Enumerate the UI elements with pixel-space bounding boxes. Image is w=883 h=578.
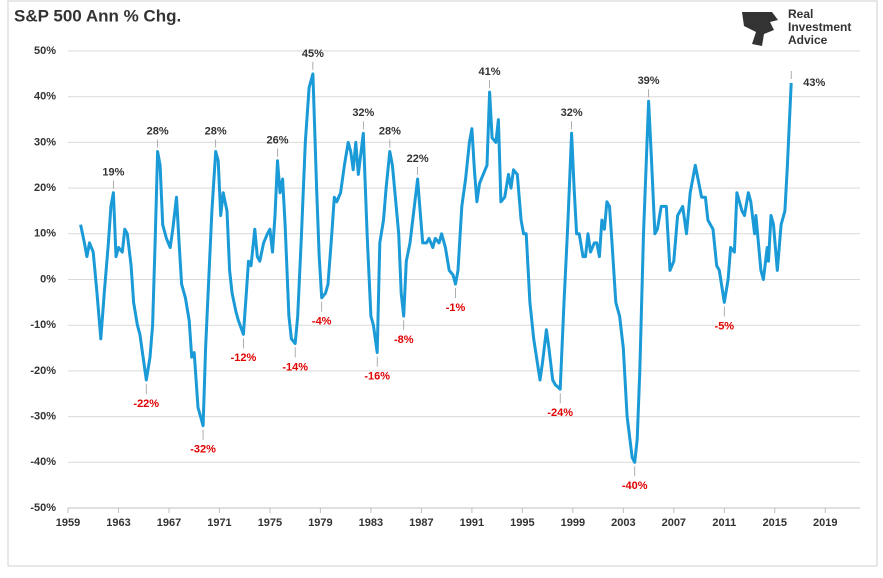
x-tick-label: 2011 [712, 517, 736, 529]
x-tick-label: 1967 [157, 517, 181, 529]
x-tick-label: 2019 [813, 517, 837, 529]
logo-text: Advice [788, 33, 828, 47]
data-line [79, 72, 793, 464]
x-tick-label: 1995 [510, 517, 534, 529]
logo-text: Real [788, 7, 813, 21]
annotation-label: 28% [379, 125, 401, 137]
logo-text: Investment [788, 20, 851, 34]
annotation-label: -14% [282, 361, 308, 373]
x-tick-label: 1975 [258, 517, 282, 529]
x-tick-label: 2015 [763, 517, 787, 529]
y-tick-label: 0% [40, 273, 56, 285]
x-tick-label: 1971 [207, 517, 231, 529]
annotation-label: -1% [446, 302, 466, 314]
annotation-label: 26% [267, 135, 289, 147]
annotation-label: 43% [803, 77, 825, 89]
annotation-label: 28% [205, 125, 227, 137]
annotation-label: 19% [102, 167, 124, 179]
x-tick-label: 1963 [106, 517, 130, 529]
y-tick-label: -30% [30, 411, 56, 423]
x-tick-label: 1983 [359, 517, 383, 529]
annotation-label: -5% [715, 320, 735, 332]
annotation-label: -24% [547, 407, 573, 419]
annotation-label: -40% [622, 480, 648, 492]
annotation-label: 32% [561, 107, 583, 119]
x-tick-label: 2007 [662, 517, 686, 529]
x-tick-label: 1987 [409, 517, 433, 529]
y-tick-label: 20% [34, 182, 56, 194]
annotation-label: -16% [364, 371, 390, 383]
y-tick-label: 10% [34, 228, 56, 240]
annotation-label: -4% [312, 316, 332, 328]
x-tick-label: 1999 [561, 517, 585, 529]
annotation-label: 39% [638, 75, 660, 87]
annotation-label: -22% [133, 398, 159, 410]
annotation-label: -12% [231, 352, 257, 364]
annotation-label: 41% [479, 66, 501, 78]
y-tick-label: -10% [30, 319, 56, 331]
x-tick-label: 1991 [460, 517, 484, 529]
logo: Real Investment Advice [742, 7, 851, 47]
annotation-label: -32% [190, 444, 216, 456]
y-tick-label: 50% [34, 45, 56, 57]
annotation-label: 32% [352, 107, 374, 119]
x-tick-label: 1959 [56, 517, 80, 529]
chart-frame [7, 0, 878, 567]
y-tick-label: -20% [30, 365, 56, 377]
annotation-label: 28% [147, 125, 169, 137]
x-tick-label: 1979 [308, 517, 332, 529]
y-tick-label: -50% [30, 502, 56, 514]
y-tick-label: 30% [34, 136, 56, 148]
y-tick-label: 40% [34, 91, 56, 103]
chart-title: S&P 500 Ann % Chg. [14, 6, 181, 25]
annotation-label: 22% [407, 153, 429, 165]
x-tick-label: 2003 [611, 517, 635, 529]
y-tick-label: -40% [30, 456, 56, 468]
annotation-label: -8% [394, 334, 414, 346]
annotation-label: 45% [302, 48, 324, 60]
logo-icon [742, 12, 778, 46]
